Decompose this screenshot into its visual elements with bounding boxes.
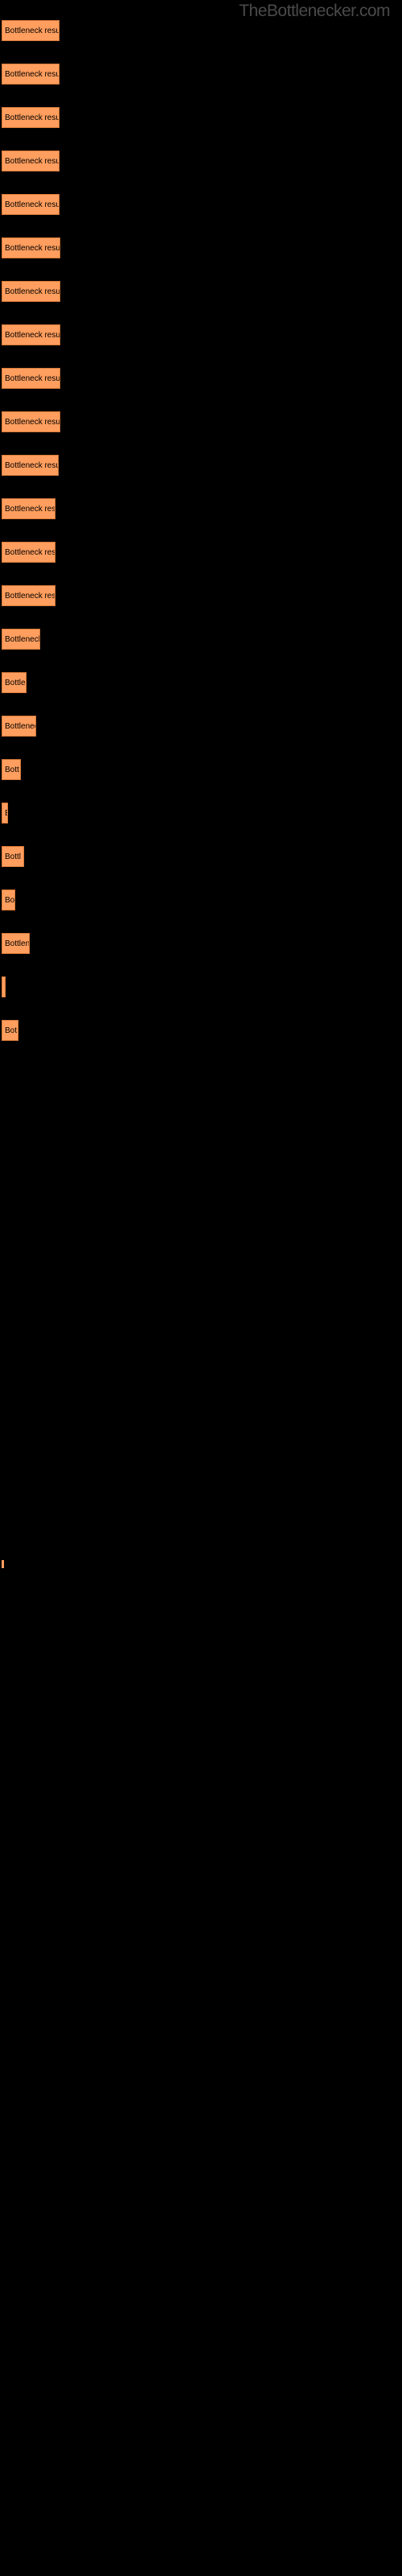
bar: Bottleneck result xyxy=(2,281,60,302)
bar-label: Bott xyxy=(5,766,19,774)
bar-label: Bottle xyxy=(5,679,26,687)
bar xyxy=(2,976,6,997)
bar-row: Bottleneck result xyxy=(2,411,402,432)
bar-row: Bottleneck result xyxy=(2,64,402,85)
bar-label: Bottleneck result xyxy=(5,27,59,35)
bar: Bottleneck xyxy=(2,629,40,650)
bar-row: Bottleneck result xyxy=(2,368,402,389)
bar-row: Bottleneck result xyxy=(2,281,402,302)
bar-label: E xyxy=(5,809,8,818)
bar: Bottleneck result xyxy=(2,324,60,345)
bar-row: Bottleneck resu xyxy=(2,498,402,519)
bar-chart: Bottleneck result Bottleneck result Bottle… xyxy=(0,0,402,1041)
bar-row: Bottleneck result xyxy=(2,194,402,215)
bar: Bottleneck result xyxy=(2,411,60,432)
bar-row: Bottl xyxy=(2,846,402,867)
bar-label: Bo xyxy=(5,896,14,905)
bar-label: Bottlen xyxy=(5,939,30,948)
bar-label: Bottleneck result xyxy=(5,244,60,253)
bar-label: Bot xyxy=(5,1026,17,1035)
bar: E xyxy=(2,803,8,824)
bar: Bottleneck resu xyxy=(2,542,55,563)
bar-row: E xyxy=(2,803,402,824)
bar-row: Bottleneck resu xyxy=(2,542,402,563)
bar-label: Bottleneck result xyxy=(5,331,60,340)
bar-label: Bottleneck resu xyxy=(5,548,55,557)
bar: Bottleneck result xyxy=(2,237,60,258)
bar: Bottleneck result xyxy=(2,455,59,476)
bar-label: Bottlenec xyxy=(5,722,36,731)
bar-label: Bottleneck result xyxy=(5,418,60,427)
bar-row: Bottleneck result xyxy=(2,237,402,258)
bar-row: Bottleneck resu xyxy=(2,585,402,606)
bar: Bott xyxy=(2,759,21,780)
bar: Bottleneck result xyxy=(2,368,60,389)
bar: Bo xyxy=(2,890,15,910)
bar-row: Bott xyxy=(2,759,402,780)
bar: Bottleneck result xyxy=(2,151,59,171)
bar-label: Bottleneck result xyxy=(5,374,60,383)
bar-row: Bottleneck result xyxy=(2,107,402,128)
bar-row: Bo xyxy=(2,890,402,910)
bar-label: Bottleneck xyxy=(5,635,40,644)
bar: Bottlen xyxy=(2,933,30,954)
bar-row: Bottleneck result xyxy=(2,324,402,345)
bar-label: Bottleneck result xyxy=(5,461,59,470)
bar: Bottleneck result xyxy=(2,107,59,128)
bar-label: Bottleneck resu xyxy=(5,592,55,601)
bar-label: Bottleneck result xyxy=(5,114,59,122)
bar-row: Bottleneck result xyxy=(2,20,402,41)
bar-row: Bottleneck result xyxy=(2,151,402,171)
watermark-text: TheBottlenecker.com xyxy=(239,2,390,21)
bar: Bottleneck resu xyxy=(2,585,55,606)
bar-row: Bottleneck result xyxy=(2,455,402,476)
bar-row: Bot xyxy=(2,1020,402,1041)
bar: Bottle xyxy=(2,672,27,693)
bar-label: Bottl xyxy=(5,852,21,861)
bar-label: Bottleneck resu xyxy=(5,505,55,514)
bar-row: Bottle xyxy=(2,672,402,693)
bar: Bottlenec xyxy=(2,716,36,737)
bar-label: Bottleneck result xyxy=(5,200,59,209)
bar-label: Bottleneck result xyxy=(5,157,59,166)
bar: Bottleneck resu xyxy=(2,498,55,519)
bar: Bot xyxy=(2,1020,18,1041)
bar-label: Bottleneck result xyxy=(5,70,59,79)
bar: Bottleneck result xyxy=(2,64,59,85)
bar-row: Bottlenec xyxy=(2,716,402,737)
bar: Bottleneck result xyxy=(2,20,59,41)
axis-marker xyxy=(2,1560,4,1568)
bar-row xyxy=(2,976,402,997)
bar-row: Bottleneck xyxy=(2,629,402,650)
bar-label: Bottleneck result xyxy=(5,287,60,296)
bar: Bottl xyxy=(2,846,24,867)
bar-row: Bottlen xyxy=(2,933,402,954)
bar: Bottleneck result xyxy=(2,194,59,215)
